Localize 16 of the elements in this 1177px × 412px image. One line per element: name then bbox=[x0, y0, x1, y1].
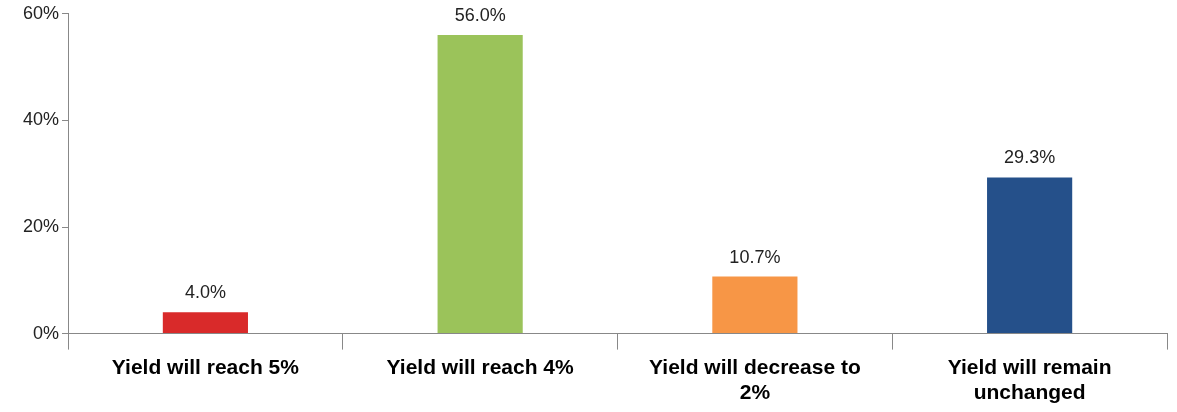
y-tick-label: 60% bbox=[23, 2, 60, 23]
x-tick-label: Yield will remain unchanged bbox=[947, 355, 1112, 404]
y-tick-label: 40% bbox=[23, 109, 60, 130]
x-tick-label: Yield will reach 4% bbox=[386, 355, 575, 378]
x-tick-label: Yield will reach 5% bbox=[111, 355, 300, 378]
bar bbox=[987, 177, 1073, 334]
data-label: 56.0% bbox=[454, 5, 506, 26]
bar bbox=[437, 35, 523, 334]
x-tick-label: Yield will decrease to 2% bbox=[649, 355, 861, 404]
y-tick-label: 20% bbox=[23, 215, 60, 236]
y-tick-label: 0% bbox=[33, 322, 60, 343]
data-label: 29.3% bbox=[1004, 147, 1056, 168]
bar bbox=[162, 312, 248, 334]
bar bbox=[712, 276, 798, 334]
data-label: 10.7% bbox=[729, 246, 781, 267]
data-label: 4.0% bbox=[184, 282, 226, 303]
